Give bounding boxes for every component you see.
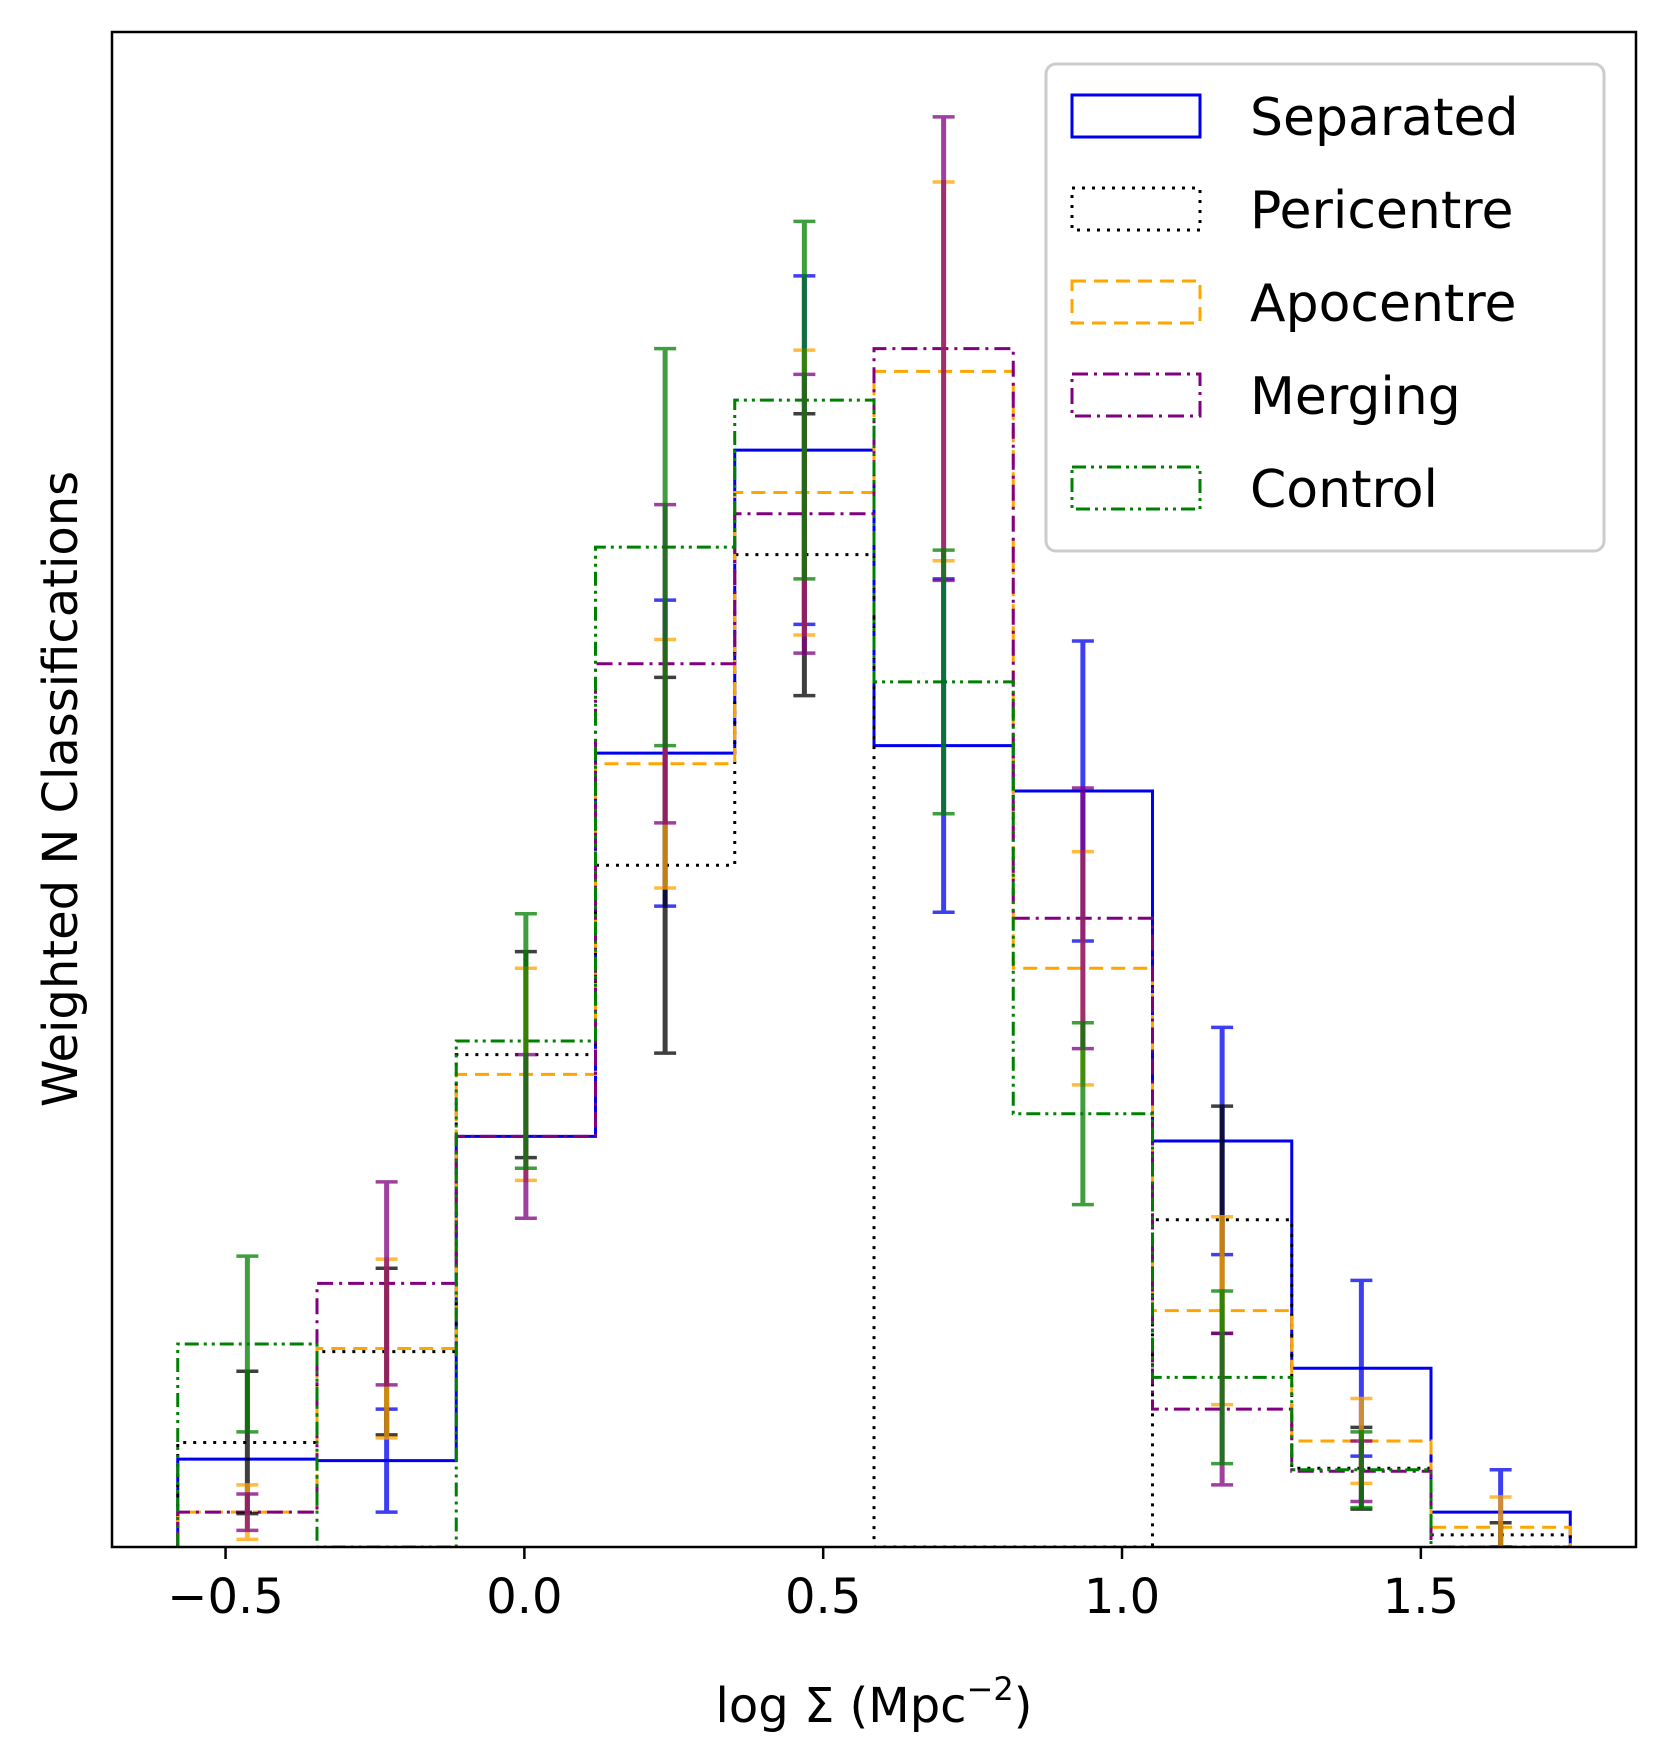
- error-bar-control: [236, 1254, 259, 1434]
- error-bar-control: [1071, 1021, 1094, 1207]
- x-tick-label: 1.0: [1084, 1569, 1160, 1625]
- histogram-step-pericentre: [176, 553, 1572, 1547]
- error-bar-control: [1350, 1430, 1373, 1510]
- legend-label: Control: [1250, 460, 1438, 520]
- x-tick-label: 0.0: [486, 1569, 562, 1625]
- x-axis-ticks: −0.5 0.0 0.5 1.0 1.5: [167, 1547, 1459, 1625]
- legend-swatch: [1070, 372, 1202, 418]
- legend-swatch: [1070, 279, 1202, 325]
- legend-label: Apocentre: [1250, 274, 1517, 334]
- legend-item-separated: Separated: [1070, 88, 1519, 148]
- error-bar-control: [932, 548, 955, 816]
- y-axis-label: Weighted N Classifications: [33, 471, 89, 1107]
- legend-label: Separated: [1250, 88, 1519, 148]
- x-axis-label: log Σ (Mpc−2): [716, 1670, 1033, 1734]
- legend-item-control: Control: [1070, 460, 1438, 520]
- x-tick-label: 0.5: [785, 1569, 861, 1625]
- legend-item-apocentre: Apocentre: [1070, 274, 1517, 334]
- legend-label: Pericentre: [1250, 181, 1513, 241]
- legend-item-merging: Merging: [1070, 367, 1461, 427]
- error-bar-control: [1211, 1289, 1234, 1466]
- error-bar-control: [654, 346, 677, 748]
- error-bar-control: [793, 219, 816, 581]
- x-tick-label: −0.5: [167, 1569, 284, 1625]
- legend-item-pericentre: Pericentre: [1070, 181, 1513, 241]
- legend-swatch: [1070, 93, 1202, 139]
- legend-label: Merging: [1250, 367, 1461, 427]
- error-bar-control: [514, 911, 537, 1170]
- histogram-step-control: [176, 398, 1571, 1547]
- x-tick-label: 1.5: [1383, 1569, 1459, 1625]
- error-bar-merging: [375, 1180, 398, 1387]
- legend: Separated Pericentre Apocentre Merging Contr…: [1044, 62, 1606, 553]
- plot-frame: [110, 30, 1638, 1549]
- series-layer: [176, 115, 1572, 1547]
- error-bar-apocentre: [1489, 1495, 1512, 1547]
- error-bar-merging: [236, 1492, 259, 1533]
- legend-box: [1044, 62, 1606, 553]
- legend-swatch: [1070, 465, 1202, 511]
